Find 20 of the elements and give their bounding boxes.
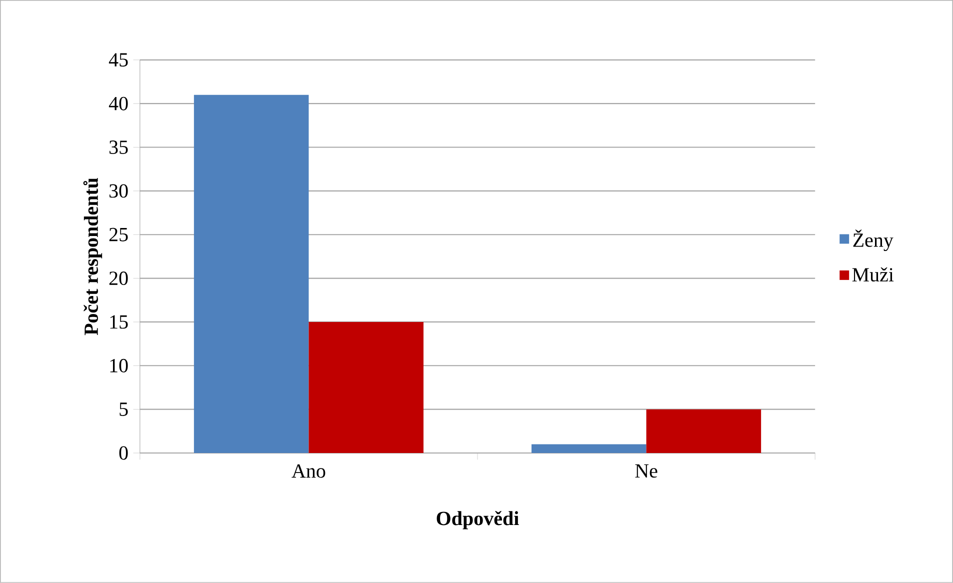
y-tick-label: 20 [109, 272, 128, 286]
y-tick-label: 30 [110, 184, 128, 198]
y-tick-label: 40 [108, 96, 128, 110]
legend-label: Ženy [853, 230, 894, 252]
bar [194, 94, 309, 454]
x-axis-title: Odpovědi [436, 510, 519, 530]
x-tick-label: Ne [635, 464, 658, 478]
y-tick-label: 0 [119, 446, 128, 460]
x-tick-label: Ano [292, 464, 326, 478]
y-axis-title: Počet respondentů [83, 178, 102, 336]
y-tick-label: 45 [108, 53, 128, 67]
bar [308, 322, 424, 454]
bar [646, 409, 762, 454]
y-tick-label: 35 [110, 140, 128, 154]
y-tick-label: 25 [109, 228, 128, 242]
bar [532, 444, 646, 454]
y-tick-label: 15 [110, 315, 128, 329]
y-tick-label: 10 [110, 358, 128, 372]
legend-label: Muži [852, 267, 894, 282]
y-tick-label: 5 [120, 402, 128, 416]
